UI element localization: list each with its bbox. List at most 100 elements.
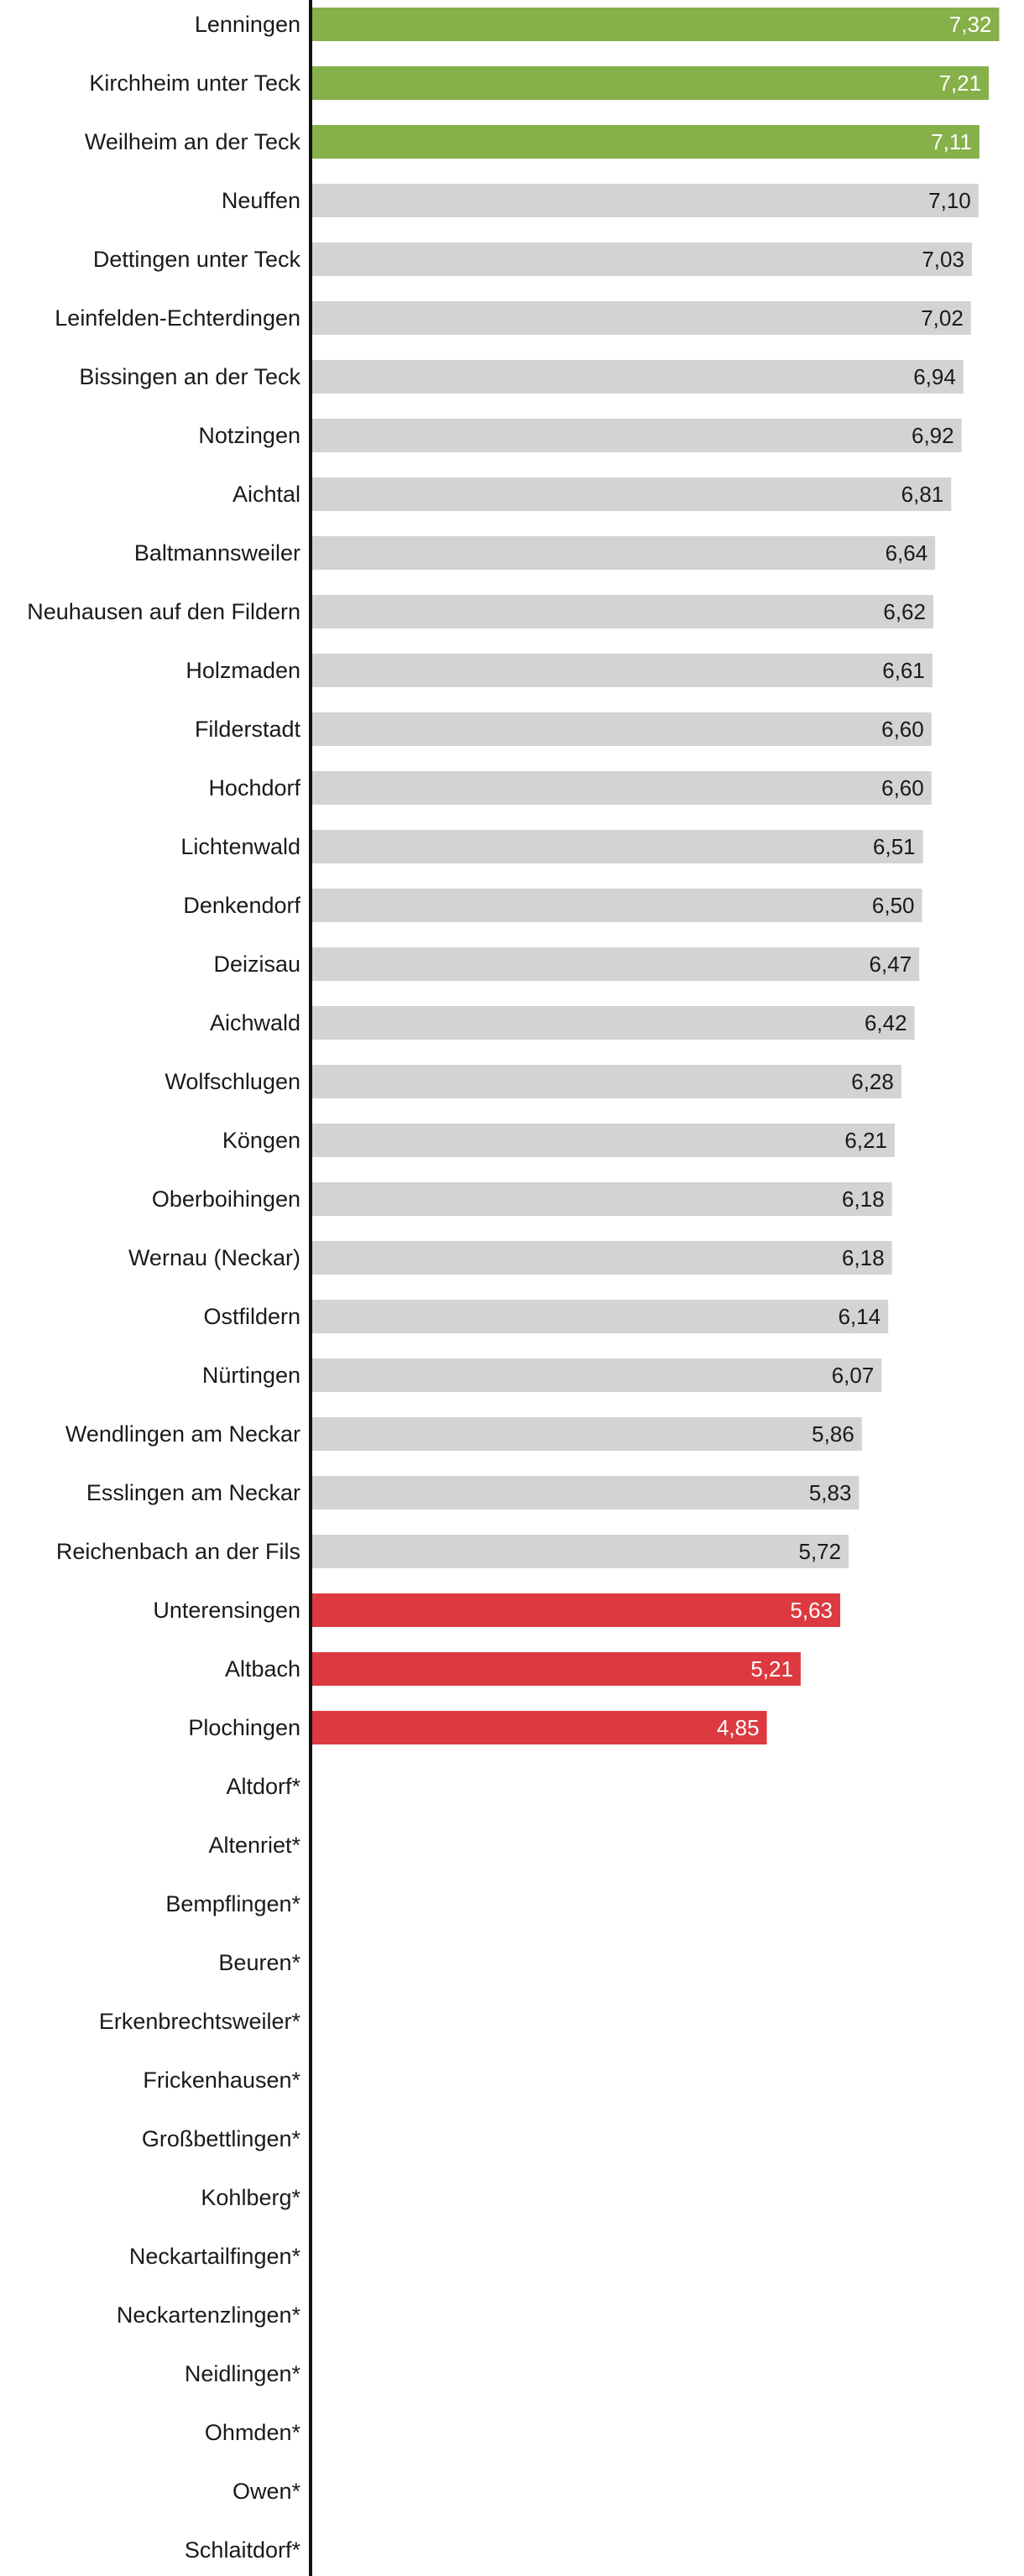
category-label: Kirchheim unter Teck: [89, 70, 300, 96]
bar: [311, 1182, 892, 1216]
bar: [311, 125, 980, 159]
category-label: Erkenbrechtsweiler*: [99, 2009, 301, 2034]
value-label: 6,47: [870, 952, 912, 977]
category-label: Aichtal: [232, 482, 300, 507]
value-label: 6,51: [873, 834, 916, 859]
value-label: 6,42: [865, 1010, 907, 1035]
category-label: Baltmannsweiler: [134, 540, 300, 566]
value-label: 5,83: [809, 1480, 852, 1505]
bar: [311, 1300, 889, 1333]
bar: [311, 947, 920, 981]
category-label: Notzingen: [198, 423, 300, 448]
value-label: 7,32: [949, 12, 992, 37]
category-label: Aichwald: [210, 1010, 300, 1035]
bar: [311, 771, 932, 805]
bar: [311, 8, 1000, 41]
value-label: 6,07: [832, 1363, 875, 1388]
bar: [311, 1535, 849, 1568]
category-label: Ostfildern: [203, 1304, 300, 1329]
value-label: 6,21: [844, 1128, 887, 1153]
value-label: 7,03: [922, 247, 964, 272]
category-label: Neidlingen*: [185, 2361, 301, 2386]
value-label: 6,60: [881, 717, 924, 742]
bar: [311, 419, 962, 452]
category-label: Lichtenwald: [180, 834, 300, 859]
value-label: 7,02: [921, 305, 964, 331]
category-label: Oberboihingen: [152, 1186, 300, 1212]
value-label: 6,14: [839, 1304, 881, 1329]
bar: [311, 242, 972, 276]
bar: [311, 1358, 882, 1392]
category-label: Denkendorf: [183, 893, 300, 918]
category-label: Dettingen unter Teck: [93, 247, 301, 272]
category-label: Ohmden*: [205, 2420, 301, 2445]
category-label: Köngen: [222, 1128, 300, 1153]
category-label: Bissingen an der Teck: [79, 364, 300, 389]
bar: [311, 1124, 896, 1157]
bar: [311, 712, 932, 746]
category-label: Owen*: [232, 2479, 301, 2504]
bar: [311, 889, 922, 922]
category-label: Neckartenzlingen*: [117, 2302, 301, 2328]
bar: [311, 1006, 915, 1040]
category-label: Lenningen: [195, 12, 300, 37]
category-label: Neuffen: [222, 188, 300, 213]
category-label: Wolfschlugen: [165, 1069, 300, 1094]
bar: [311, 1711, 767, 1744]
value-label: 5,72: [798, 1539, 841, 1564]
bar: [311, 830, 923, 863]
category-label: Beuren*: [218, 1950, 300, 1975]
value-label: 6,28: [851, 1069, 894, 1094]
category-label: Altenriet*: [208, 1833, 300, 1858]
bar: [311, 654, 933, 687]
value-label: 6,60: [881, 775, 924, 800]
category-label: Bempflingen*: [165, 1891, 300, 1916]
value-label: 6,81: [901, 482, 944, 507]
category-label: Neckartailfingen*: [129, 2244, 301, 2269]
bar: [311, 1065, 901, 1098]
category-label: Hochdorf: [208, 775, 300, 800]
value-label: 6,64: [886, 540, 928, 566]
category-label: Wernau (Neckar): [128, 1245, 300, 1270]
category-label: Altbach: [225, 1656, 300, 1682]
bar: [311, 595, 933, 628]
category-label: Leinfelden-Echterdingen: [55, 305, 300, 331]
category-label: Wendlingen am Neckar: [65, 1421, 300, 1447]
bar: [311, 1417, 862, 1451]
bar: [311, 66, 990, 100]
value-label: 7,11: [931, 129, 972, 154]
value-label: 5,21: [750, 1656, 793, 1682]
value-label: 6,62: [883, 599, 926, 624]
category-label: Plochingen: [188, 1715, 300, 1740]
category-label: Holzmaden: [185, 658, 300, 683]
bar: [311, 477, 952, 511]
value-label: 6,18: [842, 1186, 885, 1212]
value-label: 6,18: [842, 1245, 885, 1270]
value-label: 6,50: [872, 893, 915, 918]
value-label: 6,61: [882, 658, 925, 683]
bar: [311, 536, 936, 570]
category-label: Deizisau: [213, 952, 300, 977]
category-label: Filderstadt: [195, 717, 301, 742]
bar: [311, 1241, 892, 1275]
bar: [311, 1652, 801, 1686]
category-label: Esslingen am Neckar: [86, 1480, 300, 1505]
category-label: Nürtingen: [202, 1363, 300, 1388]
bar: [311, 184, 979, 217]
category-label: Altdorf*: [226, 1774, 300, 1799]
bars-layer: [311, 8, 1000, 1744]
value-label: 5,86: [812, 1421, 854, 1447]
value-label: 7,21: [938, 70, 981, 96]
category-label: Unterensingen: [153, 1598, 300, 1623]
bar: [311, 1476, 859, 1510]
category-label: Frickenhausen*: [143, 2068, 300, 2093]
bar: [311, 1593, 841, 1627]
value-label: 4,85: [717, 1715, 760, 1740]
category-label: Weilheim an der Teck: [85, 129, 301, 154]
category-label: Reichenbach an der Fils: [56, 1539, 300, 1564]
bar: [311, 301, 971, 335]
value-labels-layer: 7,32 7,21 7,11 7,10 7,03 7,02 6,94 6,92 6,81 6,64…: [717, 12, 991, 1740]
value-label: 6,94: [913, 364, 956, 389]
category-label: Schlaitdorf*: [185, 2537, 301, 2563]
